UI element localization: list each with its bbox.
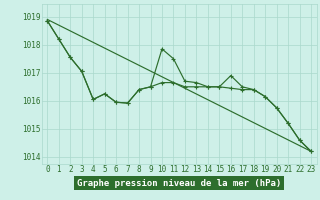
X-axis label: Graphe pression niveau de la mer (hPa): Graphe pression niveau de la mer (hPa)	[77, 179, 281, 188]
